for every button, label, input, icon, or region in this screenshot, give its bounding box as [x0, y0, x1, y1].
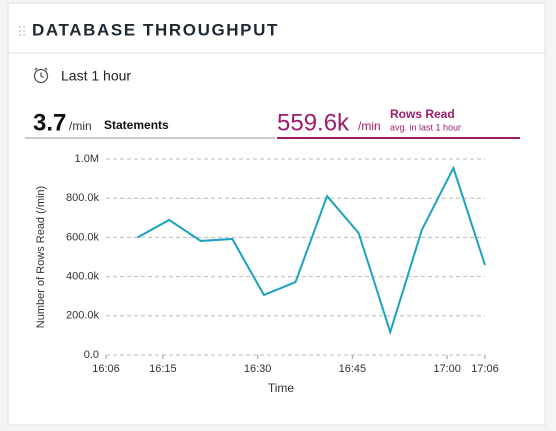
stat-label: Statements — [104, 118, 169, 132]
y-tick-label: 0.0 — [84, 349, 99, 361]
card-title: DATABASE THROUGHPUT — [32, 20, 279, 39]
x-tick-label: 16:15 — [149, 363, 177, 375]
stat-label: Rows Read — [390, 107, 455, 121]
x-axis-label: Time — [268, 381, 295, 395]
stat-value: 3.7 — [33, 109, 66, 136]
time-range[interactable]: Last 1 hour — [61, 68, 131, 84]
data-line — [137, 165, 486, 336]
x-tick-label: 16:45 — [339, 363, 367, 375]
y-tick-label: 400.0k — [66, 271, 100, 283]
x-tick-label: 17:06 — [471, 363, 499, 375]
y-tick-label: 1.0M — [75, 153, 99, 165]
stat-value: 559.6k — [277, 109, 350, 136]
stat-unit: /min — [358, 119, 381, 133]
drag-handle[interactable] — [19, 26, 25, 36]
stat-unit: /min — [69, 119, 92, 133]
x-tick-label: 16:30 — [244, 363, 272, 375]
y-tick-label: 800.0k — [66, 192, 100, 204]
y-tick-label: 600.0k — [66, 231, 100, 243]
y-axis-label: Number of Rows Read (/min) — [35, 186, 47, 328]
stat-note: avg. in last 1 hour — [390, 122, 461, 132]
card-background — [7, 2, 546, 426]
x-tick-label: 16:06 — [92, 363, 120, 375]
clock-icon — [33, 67, 49, 84]
x-tick-label: 17:00 — [433, 363, 461, 375]
y-tick-label: 200.0k — [66, 310, 100, 322]
